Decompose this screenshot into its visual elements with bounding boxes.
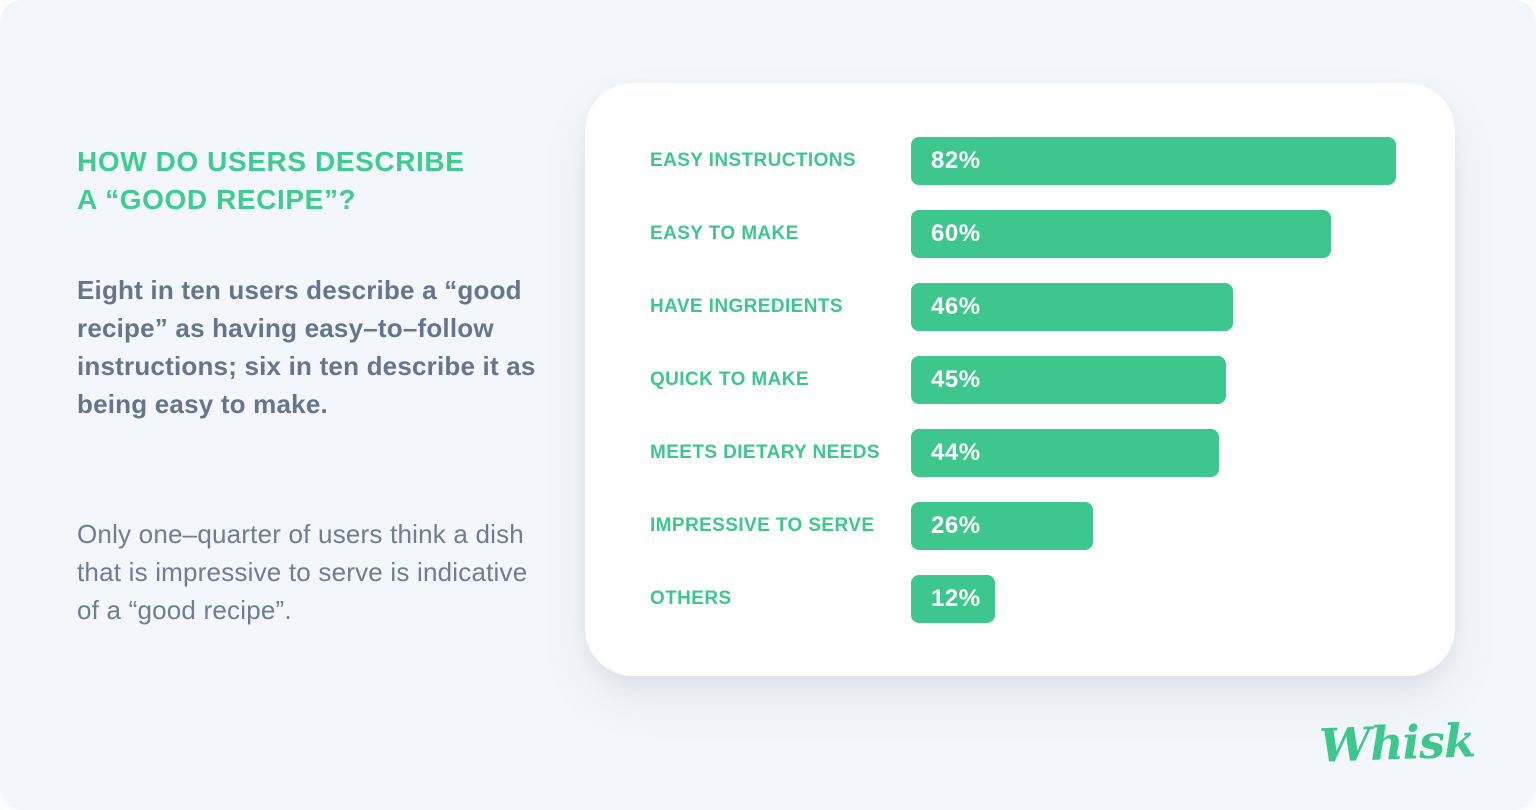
bar: 82% bbox=[911, 137, 1396, 185]
bar-value-label: 46% bbox=[931, 293, 981, 320]
whisk-logo: Whisk bbox=[1318, 713, 1476, 773]
chart-row: OTHERS 12% bbox=[650, 575, 1399, 623]
category-label: EASY TO MAKE bbox=[650, 223, 799, 244]
bar-value-label: 26% bbox=[931, 512, 981, 539]
bar: 46% bbox=[911, 283, 1233, 331]
summary-paragraph-regular: Only one–quarter of users think a dish t… bbox=[77, 519, 528, 625]
bar: 44% bbox=[911, 429, 1219, 477]
category-label: MEETS DIETARY NEEDS bbox=[650, 442, 881, 463]
page-title: HOW DO USERS DESCRIBE A “GOOD RECIPE”? bbox=[77, 143, 547, 219]
bar-value-label: 82% bbox=[931, 147, 981, 174]
bar-chart: EASY INSTRUCTIONS 82% EASY TO MAKE 60% HAVE … bbox=[650, 137, 1399, 623]
page-title-line-2: A “GOOD RECIPE”? bbox=[77, 184, 357, 215]
category-label: OTHERS bbox=[650, 588, 732, 609]
bar-value-label: 60% bbox=[931, 220, 981, 247]
category-label: HAVE INGREDIENTS bbox=[650, 296, 843, 317]
chart-card: EASY INSTRUCTIONS 82% EASY TO MAKE 60% HAVE … bbox=[585, 83, 1455, 676]
category-label: IMPRESSIVE TO SERVE bbox=[650, 515, 875, 536]
bar: 12% bbox=[911, 575, 995, 623]
chart-row: IMPRESSIVE TO SERVE 26% bbox=[650, 502, 1399, 550]
bar: 26% bbox=[911, 502, 1093, 550]
category-label: EASY INSTRUCTIONS bbox=[650, 150, 856, 171]
chart-row: QUICK TO MAKE 45% bbox=[650, 356, 1399, 404]
bar: 60% bbox=[911, 210, 1331, 258]
summary-paragraph-bold: Eight in ten users describe a “good reci… bbox=[77, 275, 536, 419]
chart-row: HAVE INGREDIENTS 46% bbox=[650, 283, 1399, 331]
chart-row: MEETS DIETARY NEEDS 44% bbox=[650, 429, 1399, 477]
bar-value-label: 45% bbox=[931, 366, 981, 393]
page-title-line-1: HOW DO USERS DESCRIBE bbox=[77, 146, 465, 177]
bar-value-label: 12% bbox=[931, 585, 981, 612]
category-label: QUICK TO MAKE bbox=[650, 369, 809, 390]
bar-value-label: 44% bbox=[931, 439, 981, 466]
chart-row: EASY TO MAKE 60% bbox=[650, 210, 1399, 258]
bar: 45% bbox=[911, 356, 1226, 404]
chart-row: EASY INSTRUCTIONS 82% bbox=[650, 137, 1399, 185]
